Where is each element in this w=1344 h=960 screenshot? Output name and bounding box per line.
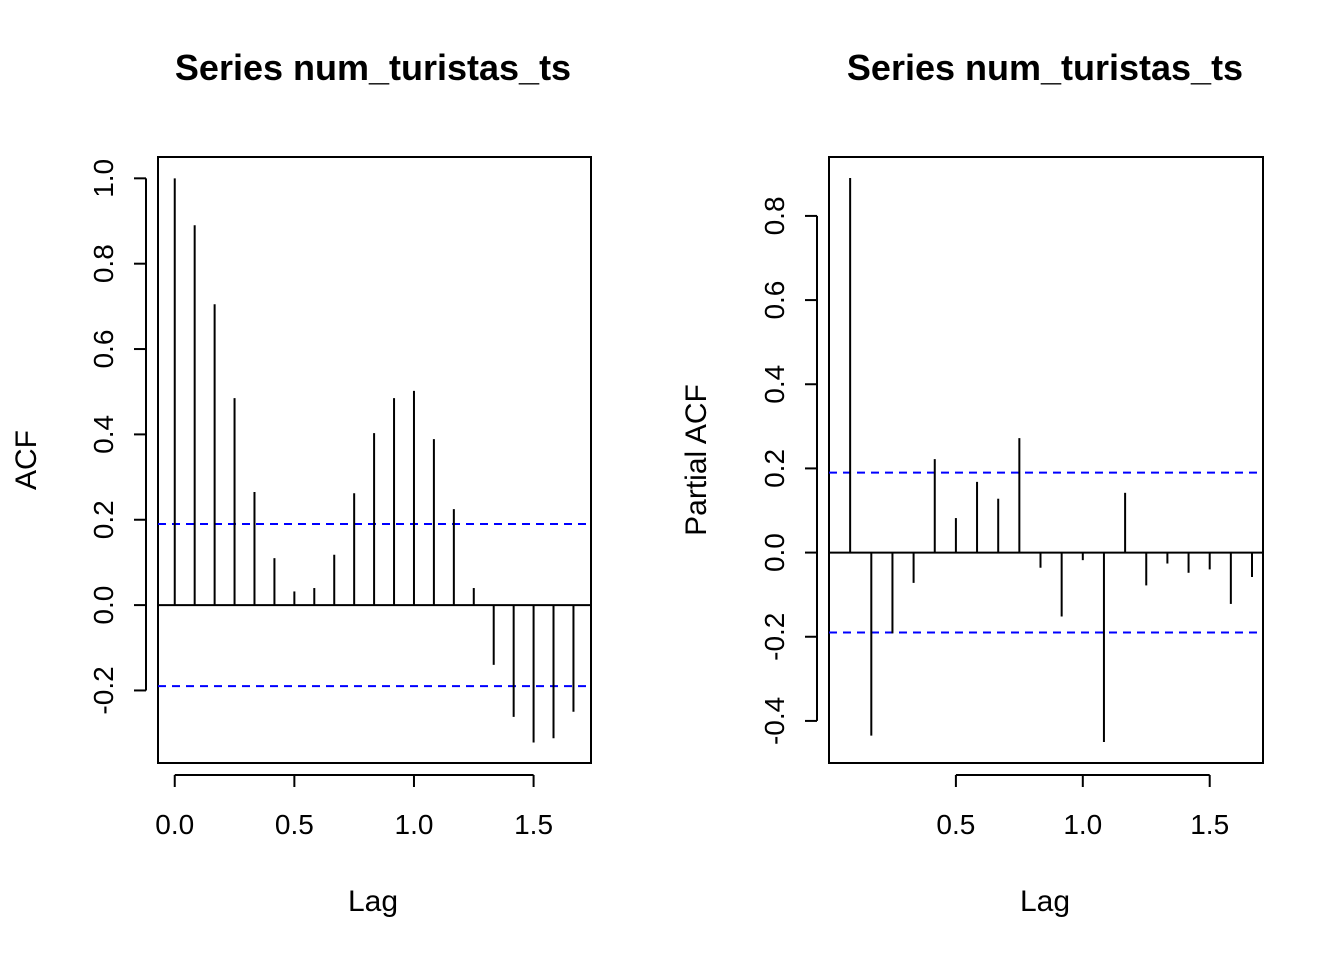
- y-tick-label: 0.2: [88, 500, 119, 539]
- y-tick-label: 0.6: [88, 330, 119, 369]
- x-tick-label: 1.0: [1063, 809, 1102, 840]
- y-tick-label: -0.4: [759, 697, 790, 745]
- x-tick-label: 1.5: [1190, 809, 1229, 840]
- x-axis-label: Lag: [348, 885, 398, 918]
- pacf-panel: Series num_turistas_ts 0.5 1.0 1.5 -0.4 -0.2 0…: [680, 47, 1264, 918]
- y-tick-label: 0.2: [759, 449, 790, 488]
- x-tick-label: 0.5: [275, 809, 314, 840]
- x-tick-label: 0.0: [155, 809, 194, 840]
- y-tick-label: 0.0: [88, 586, 119, 625]
- plot-frame: [157, 156, 592, 764]
- chart-title: Series num_turistas_ts: [847, 47, 1243, 88]
- x-tick-label: 1.5: [514, 809, 553, 840]
- chart-title: Series num_turistas_ts: [175, 47, 571, 88]
- y-tick-label: -0.2: [759, 613, 790, 661]
- x-tick-label: 0.5: [936, 809, 975, 840]
- y-tick-label: 0.0: [759, 533, 790, 572]
- x-axis-label: Lag: [1020, 885, 1070, 918]
- y-axis-label: ACF: [10, 430, 43, 490]
- y-tick-label: 0.8: [759, 196, 790, 235]
- y-tick-label: 1.0: [88, 159, 119, 198]
- acf-panel: Series num_turistas_ts 0.0 0.5 1.0 1.5 -0.2 0.…: [10, 47, 592, 918]
- plot-frame: [828, 156, 1264, 764]
- y-tick-label: 0.4: [759, 365, 790, 404]
- x-tick-label: 1.0: [395, 809, 434, 840]
- y-tick-label: -0.2: [88, 666, 119, 714]
- y-tick-label: 0.4: [88, 415, 119, 454]
- y-tick-label: 0.8: [88, 244, 119, 283]
- y-tick-label: 0.6: [759, 281, 790, 320]
- y-axis-label: Partial ACF: [680, 384, 713, 536]
